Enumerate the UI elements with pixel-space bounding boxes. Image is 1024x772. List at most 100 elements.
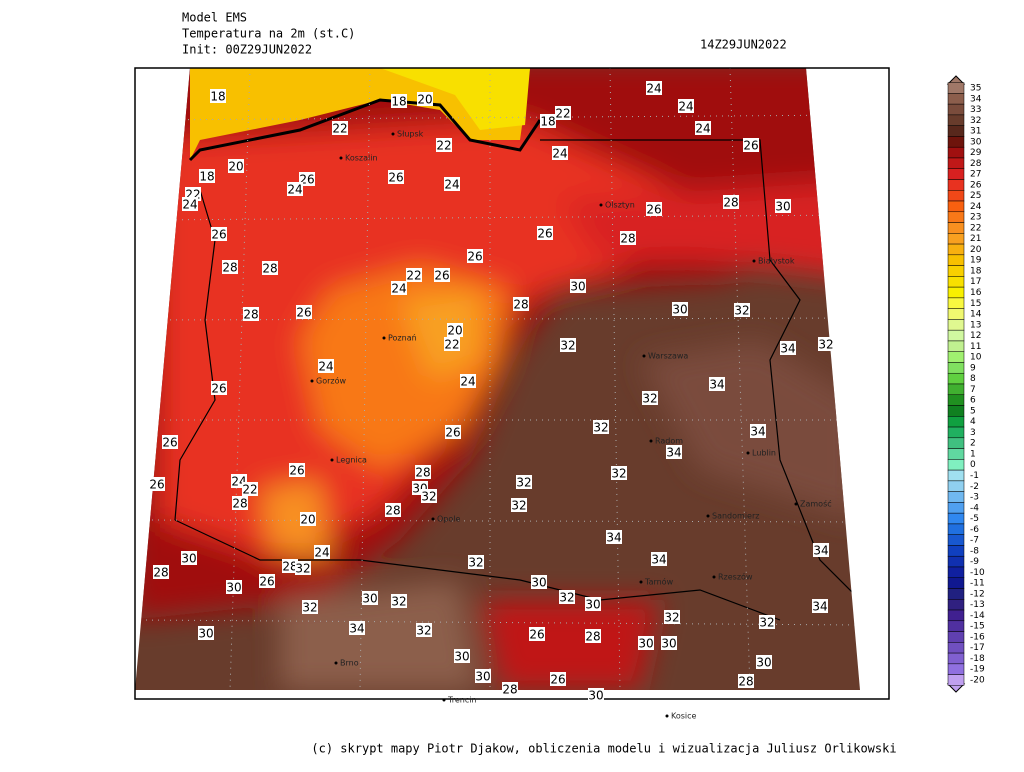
city-dot [382, 336, 386, 340]
legend-label: 31 [970, 127, 981, 137]
label-box [529, 627, 545, 641]
label-box [513, 297, 529, 311]
contour-label: 26 [296, 306, 311, 320]
label-box [318, 359, 334, 373]
legend-swatch [947, 545, 965, 557]
legend-swatch [947, 620, 965, 632]
legend-label: 3 [970, 428, 976, 438]
city-name: Rzeszów [718, 572, 753, 582]
label-box [391, 94, 407, 108]
contour-label: 32 [295, 562, 310, 576]
contour-label: 28 [153, 566, 168, 580]
legend-swatch [947, 190, 965, 202]
contour-label: 34 [780, 342, 795, 356]
legend-swatch [947, 555, 965, 568]
legend-swatch [947, 459, 965, 471]
contour-label: 30 [585, 598, 600, 612]
label-box [421, 489, 437, 503]
legend-label: -16 [970, 632, 985, 642]
contour-label: 32 [593, 421, 608, 435]
contour-label: 26 [529, 628, 544, 642]
legend-label: 5 [970, 406, 976, 416]
legend-label: 0 [970, 460, 976, 470]
label-box [468, 555, 484, 569]
label-box [287, 182, 303, 196]
legend-swatch [947, 609, 965, 622]
legend-label: 28 [970, 159, 982, 169]
contour-label: 24 [391, 282, 406, 296]
contour-label: 28 [502, 683, 517, 697]
label-box [813, 543, 829, 557]
contour-label: 28 [620, 232, 635, 246]
label-box [198, 626, 214, 640]
city-name: Olsztyn [605, 201, 635, 210]
legend-swatch [947, 534, 965, 546]
city-dot [712, 575, 716, 579]
contour-label: 20 [447, 324, 462, 338]
label-box [444, 177, 460, 191]
legend-label: -14 [970, 611, 985, 621]
legend-label: 18 [970, 266, 982, 276]
contour-label: 30 [454, 650, 469, 664]
legend-label: 15 [970, 299, 981, 309]
legend-label: 16 [970, 288, 982, 298]
label-box [416, 623, 432, 637]
legend-label: 4 [970, 417, 976, 427]
legend-label: 9 [970, 363, 976, 373]
city-name: Kosice [671, 712, 697, 721]
contour-label: 30 [362, 592, 377, 606]
label-box [560, 338, 576, 352]
contour-label: 30 [570, 280, 585, 294]
label-box [153, 565, 169, 579]
city-dot [794, 502, 798, 506]
legend-label: 12 [970, 331, 981, 341]
legend-swatch [947, 502, 965, 514]
label-box [511, 498, 527, 512]
legend-label: -19 [970, 665, 985, 675]
contour-label: 26 [299, 173, 314, 187]
legend-swatch [947, 114, 965, 126]
legend-label: -3 [970, 493, 979, 503]
contour-label: 30 [531, 576, 546, 590]
label-box [646, 81, 662, 95]
contour-label: 28 [385, 504, 400, 518]
label-box [678, 99, 694, 113]
label-box [818, 337, 834, 351]
label-box [695, 121, 711, 135]
legend-label: 17 [970, 277, 981, 287]
legend-label: -18 [970, 654, 985, 664]
legend-swatch [947, 469, 965, 482]
legend-label: -10 [970, 568, 985, 578]
label-box [406, 268, 422, 282]
contour-label: 32 [560, 339, 575, 353]
label-box [434, 268, 450, 282]
label-box [775, 199, 791, 213]
legend-swatch [947, 308, 965, 320]
city-dot [706, 514, 710, 518]
contour-label: 24 [182, 198, 197, 212]
contour-label: 24 [695, 122, 710, 136]
city-dot [599, 203, 603, 207]
contour-label: 18 [391, 95, 406, 109]
legend-label: 7 [970, 385, 976, 395]
legend-swatch [947, 265, 965, 277]
legend-label: -2 [970, 482, 979, 492]
label-box [709, 377, 725, 391]
label-box [149, 477, 165, 491]
label-box [210, 89, 226, 103]
legend-label: 14 [970, 310, 982, 320]
label-box [349, 621, 365, 635]
label-box [242, 482, 258, 496]
city-dot [339, 156, 343, 160]
legend-label: -17 [970, 643, 985, 653]
legend-label: 35 [970, 84, 981, 94]
city-dot [442, 698, 446, 702]
model: Model EMS [182, 11, 247, 25]
contour-label: 22 [242, 483, 257, 497]
contour-label: 34 [812, 600, 827, 614]
contour-label: 30 [775, 200, 790, 214]
legend-swatch [947, 394, 965, 406]
label-box [734, 303, 750, 317]
legend-label: 25 [970, 191, 981, 201]
init: Init: 00Z29JUN2022 [182, 43, 312, 57]
